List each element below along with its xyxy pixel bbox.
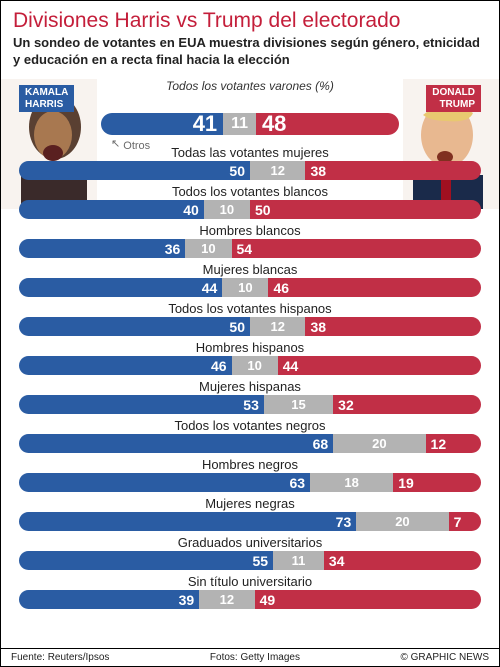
harris-segment: 55 [19, 551, 273, 570]
stacked-bar: 531532 [19, 395, 481, 414]
row-label: Mujeres blancas [19, 262, 481, 277]
row-label: Mujeres hispanas [19, 379, 481, 394]
bar-row: Sin título universitario391249 [19, 574, 481, 609]
trump-segment: 44 [278, 356, 481, 375]
bar-row: Todas las votantes mujeres501238 [19, 145, 481, 180]
stacked-bar: 391249 [19, 590, 481, 609]
bar-row: Todos los votantes blancos401050 [19, 184, 481, 219]
bar-row: Hombres negros631819 [19, 457, 481, 492]
other-segment: 10 [222, 278, 268, 297]
harris-segment: 36 [19, 239, 185, 258]
label-trump: DONALD TRUMP [426, 85, 481, 112]
trump-segment: 49 [255, 590, 481, 609]
other-segment: 12 [250, 161, 305, 180]
trump-segment: 12 [426, 434, 481, 453]
percent-symbol: (%) [315, 79, 334, 93]
bar-row: Mujeres negras73207 [19, 496, 481, 531]
row-label: Todos los votantes negros [19, 418, 481, 433]
bar-row: Graduados universitarios551134 [19, 535, 481, 570]
harris-segment: 46 [19, 356, 232, 375]
row-label: Hombres hispanos [19, 340, 481, 355]
trump-segment: 7 [449, 512, 481, 531]
bar-rows: Todas las votantes mujeres501238Todos lo… [19, 141, 481, 611]
top-other-seg: 11 [223, 113, 256, 135]
other-segment: 15 [264, 395, 333, 414]
bar-row: Todos los votantes negros682012 [19, 418, 481, 453]
other-segment: 10 [204, 200, 250, 219]
source-text: Fuente: Reuters/Ipsos [11, 652, 109, 663]
stacked-bar: 682012 [19, 434, 481, 453]
trump-segment: 54 [232, 239, 481, 258]
stacked-bar: 501238 [19, 161, 481, 180]
trump-segment: 38 [305, 317, 481, 336]
row-label: Sin título universitario [19, 574, 481, 589]
row-label: Todos los votantes blancos [19, 184, 481, 199]
row-label: Todas las votantes mujeres [19, 145, 481, 160]
trump-segment: 19 [393, 473, 481, 492]
harris-segment: 40 [19, 200, 204, 219]
other-segment: 18 [310, 473, 393, 492]
copyright: © GRAPHIC NEWS [401, 652, 490, 663]
top-row-label: Todos los votantes varones [166, 79, 312, 93]
trump-segment: 50 [250, 200, 481, 219]
infographic-container: Divisiones Harris vs Trump del electorad… [0, 0, 500, 667]
row-label: Hombres blancos [19, 223, 481, 238]
bar-row: Mujeres hispanas531532 [19, 379, 481, 414]
photos-credit: Fotos: Getty Images [210, 652, 300, 663]
stacked-bar: 551134 [19, 551, 481, 570]
harris-segment: 53 [19, 395, 264, 414]
subhead: Un sondeo de votantes en EUA muestra div… [1, 35, 499, 73]
stacked-bar: 361054 [19, 239, 481, 258]
top-harris-seg: 41 [101, 113, 223, 135]
harris-segment: 73 [19, 512, 356, 531]
other-segment: 12 [199, 590, 254, 609]
top-trump-seg: 48 [256, 113, 399, 135]
label-harris: KAMALA HARRIS [19, 85, 74, 112]
bar-top-row: 41 11 48 [101, 113, 399, 135]
trump-segment: 32 [333, 395, 481, 414]
row-label: Mujeres negras [19, 496, 481, 511]
stacked-bar: 501238 [19, 317, 481, 336]
stacked-bar: 441046 [19, 278, 481, 297]
footer: Fuente: Reuters/Ipsos Fotos: Getty Image… [1, 648, 499, 666]
trump-segment: 34 [324, 551, 481, 570]
bar-row: Hombres hispanos461044 [19, 340, 481, 375]
other-segment: 12 [250, 317, 305, 336]
stacked-bar: 73207 [19, 512, 481, 531]
other-segment: 20 [333, 434, 425, 453]
harris-segment: 50 [19, 161, 250, 180]
harris-segment: 63 [19, 473, 310, 492]
bar-row: Todos los votantes hispanos501238 [19, 301, 481, 336]
stacked-bar: 401050 [19, 200, 481, 219]
harris-segment: 68 [19, 434, 333, 453]
row-label: Graduados universitarios [19, 535, 481, 550]
harris-segment: 39 [19, 590, 199, 609]
harris-segment: 50 [19, 317, 250, 336]
stacked-bar: 631819 [19, 473, 481, 492]
other-segment: 20 [356, 512, 448, 531]
trump-segment: 46 [268, 278, 481, 297]
trump-segment: 38 [305, 161, 481, 180]
harris-segment: 44 [19, 278, 222, 297]
bar-row: Hombres blancos361054 [19, 223, 481, 258]
other-segment: 10 [232, 356, 278, 375]
other-segment: 11 [273, 551, 324, 570]
headline: Divisiones Harris vs Trump del electorad… [1, 1, 499, 35]
row-label: Hombres negros [19, 457, 481, 472]
other-segment: 10 [185, 239, 231, 258]
row-label: Todos los votantes hispanos [19, 301, 481, 316]
bar-row: Mujeres blancas441046 [19, 262, 481, 297]
stacked-bar: 461044 [19, 356, 481, 375]
